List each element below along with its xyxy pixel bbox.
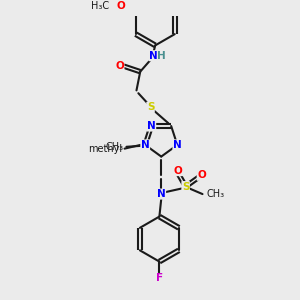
Text: H₃C: H₃C (92, 1, 110, 11)
Text: O: O (174, 166, 182, 176)
Text: O: O (197, 170, 206, 180)
Text: CH₃: CH₃ (106, 142, 124, 152)
Text: methyl: methyl (88, 144, 123, 154)
Text: S: S (147, 102, 154, 112)
Text: CH₃: CH₃ (206, 189, 224, 199)
Text: O: O (115, 61, 124, 71)
Text: N: N (149, 51, 158, 61)
Text: N: N (147, 121, 156, 131)
Text: O: O (116, 1, 125, 11)
Text: F: F (156, 274, 163, 284)
Text: N: N (173, 140, 182, 150)
Text: N: N (141, 140, 150, 150)
Text: H: H (158, 51, 166, 61)
Text: N: N (157, 189, 166, 199)
Text: S: S (182, 182, 189, 192)
